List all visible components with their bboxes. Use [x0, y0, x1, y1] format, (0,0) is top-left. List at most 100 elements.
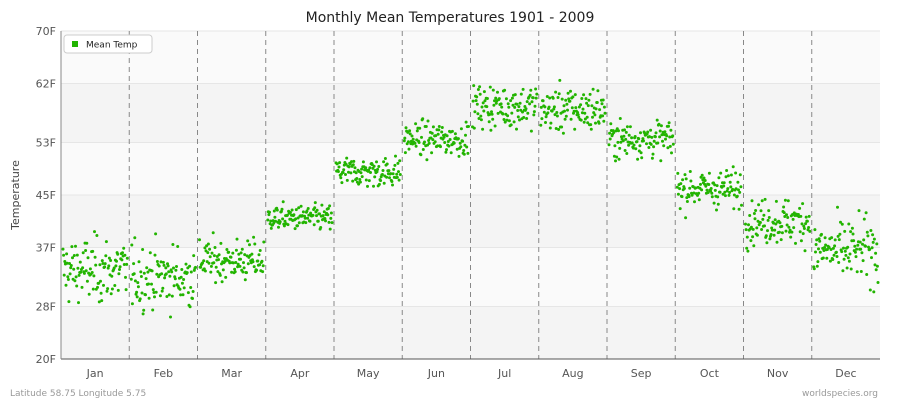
data-point: [122, 263, 126, 266]
data-point: [173, 277, 177, 281]
data-point: [252, 235, 256, 239]
data-point: [355, 177, 359, 180]
data-point: [480, 105, 484, 109]
data-point: [583, 111, 587, 115]
data-point: [802, 224, 806, 228]
data-point: [493, 124, 497, 128]
data-point: [822, 249, 826, 252]
data-point: [658, 135, 662, 139]
data-point: [507, 105, 511, 109]
data-point: [180, 281, 184, 285]
data-point: [850, 226, 854, 230]
data-point: [125, 262, 129, 266]
data-point: [84, 269, 88, 273]
data-point: [518, 118, 521, 122]
data-point: [482, 90, 486, 94]
data-point: [516, 115, 520, 119]
data-point: [683, 173, 687, 177]
data-point: [393, 163, 397, 167]
data-point: [151, 288, 155, 292]
data-point: [625, 125, 629, 129]
data-point: [72, 254, 76, 257]
data-point: [521, 87, 525, 91]
data-point: [225, 248, 229, 251]
data-point: [233, 270, 237, 274]
data-point: [602, 119, 606, 123]
data-point: [607, 143, 611, 147]
data-point: [138, 297, 142, 301]
data-point: [420, 135, 423, 139]
data-point: [408, 132, 412, 136]
data-point: [835, 255, 839, 258]
data-point: [861, 242, 864, 246]
data-point: [474, 99, 478, 103]
data-point: [94, 263, 98, 267]
data-point: [110, 287, 114, 291]
data-point: [744, 228, 748, 232]
data-point: [767, 209, 771, 213]
data-point: [704, 184, 708, 188]
data-point: [679, 182, 683, 186]
data-point: [548, 126, 552, 130]
data-point: [300, 214, 304, 218]
data-point: [485, 105, 489, 109]
data-point: [668, 135, 672, 139]
data-point: [224, 275, 228, 279]
data-point: [719, 171, 723, 175]
data-point: [654, 131, 658, 135]
data-point: [728, 180, 732, 184]
data-point: [398, 173, 402, 176]
data-point: [676, 171, 680, 175]
data-point: [722, 184, 726, 188]
data-point: [102, 283, 105, 287]
data-point: [303, 216, 307, 220]
data-point: [594, 121, 597, 125]
data-point: [214, 281, 218, 285]
data-point: [424, 125, 428, 128]
data-point: [505, 118, 509, 122]
data-point: [211, 231, 215, 235]
data-point: [174, 268, 178, 272]
data-point: [316, 219, 320, 223]
data-point: [593, 113, 597, 117]
data-point: [617, 157, 621, 161]
data-point: [261, 264, 265, 268]
data-point: [171, 243, 175, 246]
data-point: [442, 135, 446, 139]
data-point: [308, 219, 312, 223]
data-point: [703, 179, 707, 182]
data-point: [269, 219, 273, 223]
data-point: [104, 240, 108, 244]
data-point: [526, 111, 530, 115]
data-point: [577, 115, 581, 119]
data-point: [560, 97, 564, 101]
data-point: [814, 250, 817, 254]
data-point: [608, 131, 612, 135]
data-point: [614, 159, 617, 163]
data-point: [872, 237, 876, 241]
data-point: [445, 148, 448, 152]
data-point: [297, 206, 301, 210]
data-point: [660, 133, 664, 137]
data-point: [558, 78, 562, 82]
data-point: [233, 267, 237, 271]
data-point: [301, 210, 305, 214]
data-point: [135, 295, 139, 299]
data-point: [260, 259, 264, 263]
data-point: [299, 204, 303, 208]
data-point: [324, 219, 327, 223]
data-point: [77, 273, 81, 277]
data-point: [618, 146, 622, 150]
data-point: [243, 278, 247, 282]
data-point: [713, 188, 717, 192]
data-point: [154, 232, 158, 236]
data-point: [794, 241, 797, 245]
data-point: [661, 139, 664, 143]
x-tick-label: Aug: [562, 367, 583, 380]
data-point: [192, 254, 196, 258]
data-point: [544, 121, 547, 124]
data-point: [485, 97, 489, 100]
data-point: [208, 247, 212, 251]
data-point: [209, 270, 213, 274]
data-point: [335, 162, 339, 166]
